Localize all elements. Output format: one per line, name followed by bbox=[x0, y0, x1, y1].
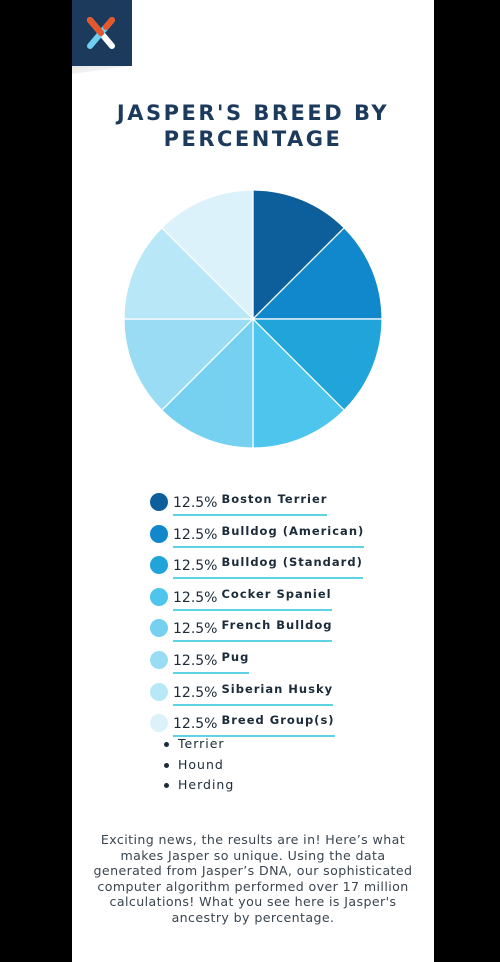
legend-item: 12.5% Cocker Spaniel bbox=[150, 583, 410, 615]
legend-item: 12.5% Pug bbox=[150, 646, 410, 678]
logo-icon bbox=[87, 17, 115, 49]
pie-slice-pug bbox=[123, 318, 255, 412]
bullet-icon bbox=[164, 762, 169, 768]
title-line-1: JASPER'S BREED BY bbox=[116, 101, 390, 125]
legend-label: 12.5% French Bulldog bbox=[173, 618, 333, 643]
legend-percent: 12.5% bbox=[173, 684, 218, 701]
legend-item: 12.5% French Bulldog bbox=[150, 614, 410, 646]
legend-percent: 12.5% bbox=[173, 716, 218, 733]
description-paragraph: Exciting news, the results are in! Here’… bbox=[93, 832, 413, 925]
logo-shadow bbox=[72, 66, 132, 74]
legend-label: 12.5% Bulldog (Standard) bbox=[173, 555, 363, 580]
legend-item: 12.5% Bulldog (Standard) bbox=[150, 551, 410, 583]
legend-swatch bbox=[150, 714, 168, 733]
legend-label: 12.5% Boston Terrier bbox=[173, 492, 328, 516]
legend-swatch bbox=[150, 587, 168, 606]
legend-percent: 12.5% bbox=[173, 558, 218, 575]
pie-slice-breed-group-s bbox=[160, 189, 254, 321]
legend-swatch bbox=[150, 619, 168, 638]
breed-group-list: Terrier Hound Herding bbox=[164, 736, 234, 798]
legend-breed-name: Cocker Spaniel bbox=[221, 586, 332, 601]
bullet-icon bbox=[164, 783, 169, 788]
legend-breed-name: French Bulldog bbox=[221, 618, 333, 633]
legend-item: 12.5% Siberian Husky bbox=[150, 678, 410, 710]
legend-item: 12.5% Breed Group(s) bbox=[150, 709, 410, 741]
pie-chart bbox=[122, 188, 384, 450]
breed-group-label: Hound bbox=[178, 756, 224, 772]
pie-slice-siberian-husky bbox=[123, 226, 255, 320]
legend-percent: 12.5% bbox=[173, 652, 218, 669]
legend-swatch bbox=[150, 650, 168, 669]
breed-group-item: Terrier bbox=[164, 736, 234, 757]
legend-label: 12.5% Bulldog (American) bbox=[173, 523, 365, 548]
pie-slice-bulldog-american bbox=[251, 226, 383, 320]
legend-swatch bbox=[150, 682, 168, 701]
legend-breed-name: Bulldog (Standard) bbox=[221, 555, 363, 570]
legend-swatch bbox=[150, 493, 168, 511]
breed-group-item: Hound bbox=[164, 757, 234, 778]
legend-swatch bbox=[150, 524, 168, 543]
bullet-icon bbox=[164, 742, 169, 747]
legend-percent: 12.5% bbox=[173, 495, 218, 511]
pie-svg bbox=[123, 189, 383, 449]
legend-percent: 12.5% bbox=[173, 621, 218, 638]
legend-breed-name: Boston Terrier bbox=[221, 492, 328, 506]
legend-label: 12.5% Pug bbox=[173, 649, 250, 674]
legend-label: 12.5% Siberian Husky bbox=[173, 681, 334, 706]
legend-label: 12.5% Breed Group(s) bbox=[173, 713, 335, 738]
legend-breed-name: Pug bbox=[221, 649, 250, 664]
page-title: JASPER'S BREED BY PERCENTAGE bbox=[72, 100, 434, 152]
pie-slice-boston-terrier bbox=[252, 189, 346, 321]
legend-breed-name: Siberian Husky bbox=[221, 681, 334, 696]
pie-slice-bulldog-standard bbox=[251, 318, 383, 412]
report-card: JASPER'S BREED BY PERCENTAGE 12.5% Boston… bbox=[72, 0, 434, 962]
pie-slice-french-bulldog bbox=[160, 317, 254, 449]
legend-percent: 12.5% bbox=[173, 526, 218, 543]
breed-group-label: Herding bbox=[178, 777, 235, 792]
legend-breed-name: Breed Group(s) bbox=[221, 713, 335, 728]
breed-group-item: Herding bbox=[164, 777, 234, 798]
legend-percent: 12.5% bbox=[173, 589, 218, 606]
breed-group-label: Terrier bbox=[178, 736, 225, 751]
title-line-2: PERCENTAGE bbox=[163, 127, 343, 151]
legend-breed-name: Bulldog (American) bbox=[221, 523, 365, 538]
legend-item: 12.5% Boston Terrier bbox=[150, 488, 410, 520]
legend-swatch bbox=[150, 556, 168, 575]
legend-label: 12.5% Cocker Spaniel bbox=[173, 587, 332, 611]
legend-item: 12.5% Bulldog (American) bbox=[150, 520, 410, 552]
brand-logo[interactable] bbox=[72, 0, 132, 66]
pie-slice-cocker-spaniel bbox=[252, 317, 346, 449]
chart-legend: 12.5% Boston Terrier 12.5% Bulldog (America… bbox=[150, 488, 410, 741]
